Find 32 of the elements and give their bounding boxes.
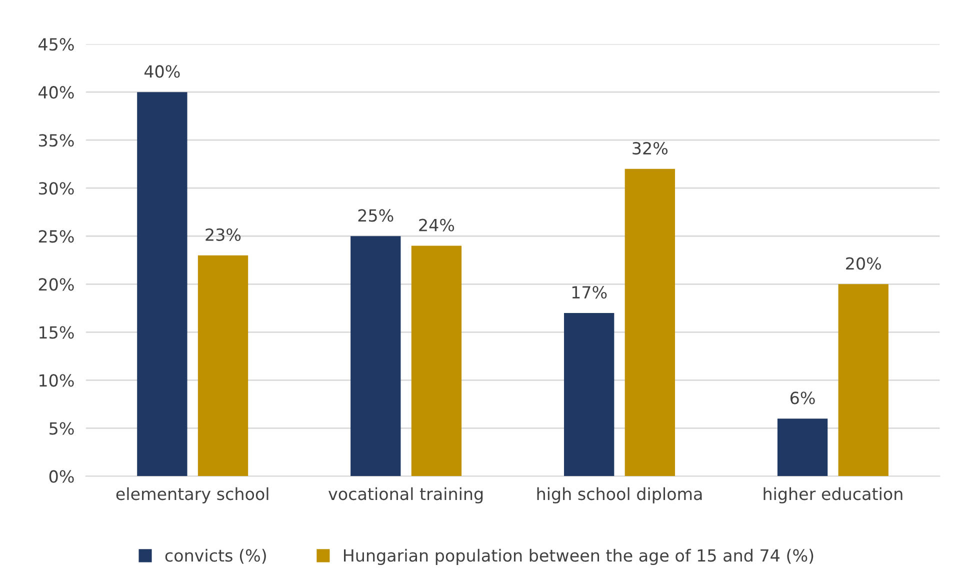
bar (137, 92, 188, 476)
y-tick-label: 10% (40, 374, 74, 387)
y-tick-label: 15% (40, 326, 74, 339)
data-label: 25% (358, 209, 394, 222)
bar (838, 284, 888, 476)
bar (350, 236, 401, 476)
data-label: 6% (790, 392, 815, 404)
data-label: 20% (846, 257, 881, 270)
data-label: 17% (572, 286, 607, 299)
y-tick-label: 25% (38, 230, 74, 243)
legend-label: Hungarian population between the age of 15 and 74 (%) (344, 548, 814, 565)
bar (777, 418, 828, 476)
legend-label: convicts (%) (165, 548, 266, 564)
bar (624, 168, 676, 476)
data-label: 23% (206, 228, 241, 241)
y-tick-label: 30% (38, 182, 74, 195)
data-label: 32% (632, 142, 668, 155)
y-tick-label: 40% (38, 86, 74, 99)
x-tick-label: high school diploma (537, 487, 702, 504)
y-tick-label: 45% (38, 38, 74, 51)
x-tick-label: vocational training (328, 487, 483, 504)
data-label: 40% (144, 65, 180, 78)
x-tick-label: higher education (764, 487, 902, 504)
y-tick-label: 35% (38, 134, 74, 147)
y-tick-label: 20% (38, 278, 74, 291)
bar (411, 246, 462, 476)
y-tick-label: 5% (50, 422, 74, 435)
bar (198, 255, 248, 476)
y-tick-label: 0% (49, 470, 74, 483)
data-label: 24% (419, 218, 454, 232)
bar (564, 312, 614, 476)
x-tick-label: elementary school (116, 487, 268, 504)
